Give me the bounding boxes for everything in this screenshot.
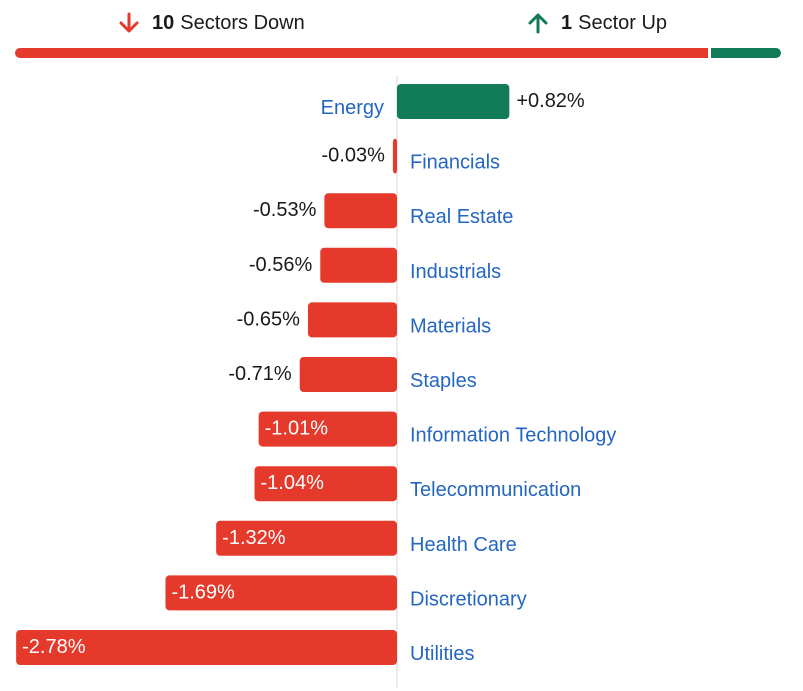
value-label-financials: -0.03% xyxy=(322,145,386,167)
arrow-down-icon xyxy=(119,12,139,33)
value-label-utilities: -2.78% xyxy=(22,636,86,658)
bar-materials xyxy=(307,302,397,338)
bar-information-technology xyxy=(258,411,397,447)
bar-discretionary xyxy=(165,575,397,611)
sectors-down-summary: 10 Sectors Down xyxy=(118,8,305,38)
category-label-information-technology: Information Technology xyxy=(410,425,616,447)
sectors-up-count: 1 xyxy=(561,11,573,34)
value-label-telecommunication: -1.04% xyxy=(261,472,325,494)
category-label-real-estate: Real Estate xyxy=(410,206,513,228)
category-label-health-care: Health Care xyxy=(410,534,517,556)
breadth-bar-up xyxy=(711,48,781,58)
category-label-staples: Staples xyxy=(410,370,477,392)
value-label-energy: +0.82% xyxy=(516,90,585,112)
value-label-industrials: -0.56% xyxy=(249,254,313,276)
value-label-health-care: -1.32% xyxy=(222,527,286,549)
category-label-energy: Energy xyxy=(321,97,384,119)
value-label-staples: -0.71% xyxy=(228,363,292,385)
bar-telecommunication xyxy=(254,466,397,502)
bar-utilities xyxy=(16,630,397,665)
bar-financials xyxy=(392,138,397,174)
category-label-industrials: Industrials xyxy=(410,261,501,283)
category-label-discretionary: Discretionary xyxy=(410,588,527,610)
breadth-bar-down xyxy=(15,48,708,58)
bar-health-care xyxy=(216,520,397,556)
category-label-materials: Materials xyxy=(410,315,491,337)
bar-energy xyxy=(397,84,510,119)
sectors-down-count: 10 xyxy=(152,11,175,34)
bar-staples xyxy=(299,357,397,392)
category-label-utilities: Utilities xyxy=(410,643,474,665)
category-label-financials: Financials xyxy=(410,152,500,174)
sectors-up-text: Sector Up xyxy=(578,11,668,34)
sectors-down-text: Sectors Down xyxy=(180,11,305,34)
value-label-materials: -0.65% xyxy=(237,308,301,330)
value-label-real-estate: -0.53% xyxy=(253,199,317,221)
bar-real-estate xyxy=(324,193,397,229)
arrow-up-icon xyxy=(528,13,548,34)
value-label-discretionary: -1.69% xyxy=(171,581,235,603)
sectors-up-summary: 1 Sector Up xyxy=(527,8,667,38)
value-label-information-technology: -1.01% xyxy=(265,418,329,440)
bar-industrials xyxy=(320,247,397,283)
category-label-telecommunication: Telecommunication xyxy=(410,479,581,501)
